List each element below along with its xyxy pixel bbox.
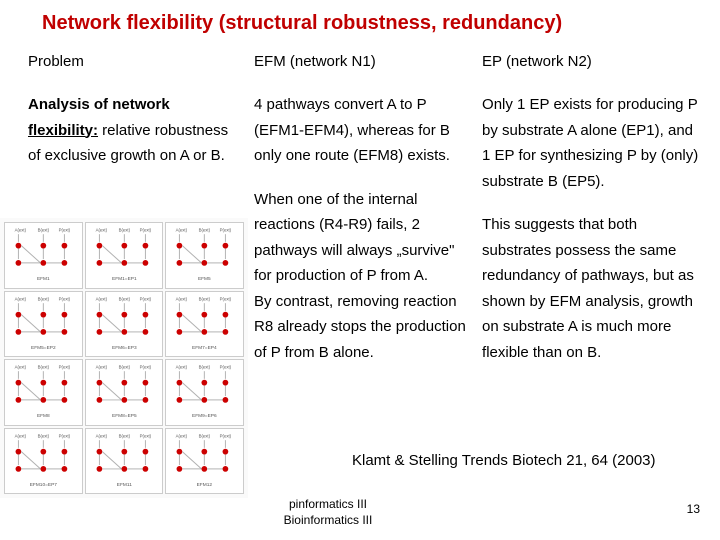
footer-line1: pinformatics III — [289, 497, 367, 511]
ep-p2: This suggests that both substrates posse… — [482, 212, 700, 365]
svg-text:EFM9=EP6: EFM9=EP6 — [192, 413, 217, 419]
efm-p3: By contrast, removing reaction R8 alread… — [254, 289, 470, 366]
diagram-cell: A(ext) B(ext) P(ext) EFM1=EP1 — [85, 222, 164, 289]
svg-text:P(ext): P(ext) — [59, 296, 71, 301]
page-title: Network flexibility (structural robustne… — [0, 0, 720, 35]
column-ep: EP (network N2) Only 1 EP exists for pro… — [482, 53, 700, 365]
svg-text:A(ext): A(ext) — [15, 364, 27, 369]
diagram-cell: A(ext) B(ext) P(ext) EFM5=EP2 — [4, 291, 83, 358]
footer-line2: Bioinformatics III — [284, 513, 373, 527]
pathway-diagram-figure: A(ext) B(ext) P(ext) EFM1 A(ext) B(ext) … — [0, 218, 248, 498]
svg-text:P(ext): P(ext) — [220, 296, 232, 301]
svg-text:B(ext): B(ext) — [38, 433, 50, 438]
svg-text:A(ext): A(ext) — [15, 227, 27, 232]
header-problem: Problem — [28, 53, 242, 70]
diagram-cell: A(ext) B(ext) P(ext) EFM6=EP3 — [85, 291, 164, 358]
footer-center: pinformatics III Bioinformatics III — [248, 497, 408, 528]
ep-p1: Only 1 EP exists for producing P by subs… — [482, 92, 700, 194]
citation-text: Klamt & Stelling Trends Biotech 21, 64 (… — [352, 450, 656, 473]
svg-text:B(ext): B(ext) — [199, 227, 211, 232]
svg-text:A(ext): A(ext) — [95, 433, 107, 438]
svg-text:P(ext): P(ext) — [59, 364, 71, 369]
header-ep: EP (network N2) — [482, 53, 700, 70]
problem-bold: Analysis of network — [28, 96, 170, 113]
column-efm: EFM (network N1) 4 pathways convert A to… — [254, 53, 470, 365]
svg-text:A(ext): A(ext) — [15, 296, 27, 301]
svg-text:B(ext): B(ext) — [118, 296, 130, 301]
svg-text:B(ext): B(ext) — [118, 227, 130, 232]
diagram-cell: A(ext) B(ext) P(ext) EFM5 — [165, 222, 244, 289]
svg-text:EFM6=EP3: EFM6=EP3 — [112, 345, 137, 351]
svg-text:P(ext): P(ext) — [220, 227, 232, 232]
diagram-cell: A(ext) B(ext) P(ext) EFM8 — [4, 359, 83, 426]
diagram-grid: A(ext) B(ext) P(ext) EFM1 A(ext) B(ext) … — [0, 218, 248, 498]
efm-p1: 4 pathways convert A to P (EFM1-EFM4), w… — [254, 92, 470, 169]
svg-text:EFM5: EFM5 — [198, 276, 211, 282]
svg-text:EFM1: EFM1 — [37, 276, 50, 282]
svg-text:A(ext): A(ext) — [176, 227, 188, 232]
svg-text:B(ext): B(ext) — [38, 364, 50, 369]
svg-text:P(ext): P(ext) — [220, 433, 232, 438]
svg-text:B(ext): B(ext) — [38, 227, 50, 232]
svg-text:B(ext): B(ext) — [199, 433, 211, 438]
svg-text:EFM8=EP5: EFM8=EP5 — [112, 413, 137, 419]
svg-text:P(ext): P(ext) — [59, 433, 71, 438]
svg-text:B(ext): B(ext) — [118, 433, 130, 438]
diagram-cell: A(ext) B(ext) P(ext) EFM7=EP4 — [165, 291, 244, 358]
svg-text:A(ext): A(ext) — [176, 433, 188, 438]
svg-text:EFM5=EP2: EFM5=EP2 — [31, 345, 56, 351]
diagram-cell: A(ext) B(ext) P(ext) EFM9=EP6 — [165, 359, 244, 426]
svg-text:A(ext): A(ext) — [95, 227, 107, 232]
diagram-cell: A(ext) B(ext) P(ext) EFM8=EP5 — [85, 359, 164, 426]
svg-text:A(ext): A(ext) — [95, 364, 107, 369]
svg-text:EFM11: EFM11 — [116, 482, 131, 488]
diagram-cell: A(ext) B(ext) P(ext) EFM10=EP7 — [4, 428, 83, 495]
svg-text:P(ext): P(ext) — [139, 364, 151, 369]
svg-text:P(ext): P(ext) — [59, 227, 71, 232]
page-number: 13 — [687, 502, 700, 516]
svg-text:B(ext): B(ext) — [199, 296, 211, 301]
svg-text:P(ext): P(ext) — [220, 364, 232, 369]
svg-text:EFM10=EP7: EFM10=EP7 — [30, 482, 58, 488]
svg-text:A(ext): A(ext) — [15, 433, 27, 438]
svg-text:EFM1=EP1: EFM1=EP1 — [112, 276, 137, 282]
svg-text:A(ext): A(ext) — [95, 296, 107, 301]
svg-text:P(ext): P(ext) — [139, 296, 151, 301]
svg-text:P(ext): P(ext) — [139, 227, 151, 232]
svg-text:A(ext): A(ext) — [176, 296, 188, 301]
diagram-cell: A(ext) B(ext) P(ext) EFM11 — [85, 428, 164, 495]
problem-text: Analysis of network flexibility: relativ… — [28, 92, 242, 169]
problem-under: flexibility: — [28, 122, 98, 139]
svg-text:EFM7=EP4: EFM7=EP4 — [192, 345, 217, 351]
svg-text:B(ext): B(ext) — [199, 364, 211, 369]
svg-text:EFM12: EFM12 — [197, 482, 213, 488]
svg-text:EFM8: EFM8 — [37, 413, 50, 419]
header-efm: EFM (network N1) — [254, 53, 470, 70]
diagram-cell: A(ext) B(ext) P(ext) EFM12 — [165, 428, 244, 495]
svg-text:A(ext): A(ext) — [176, 364, 188, 369]
svg-text:P(ext): P(ext) — [139, 433, 151, 438]
efm-p2: When one of the internal reactions (R4-R… — [254, 187, 470, 289]
svg-text:B(ext): B(ext) — [118, 364, 130, 369]
svg-text:B(ext): B(ext) — [38, 296, 50, 301]
diagram-cell: A(ext) B(ext) P(ext) EFM1 — [4, 222, 83, 289]
